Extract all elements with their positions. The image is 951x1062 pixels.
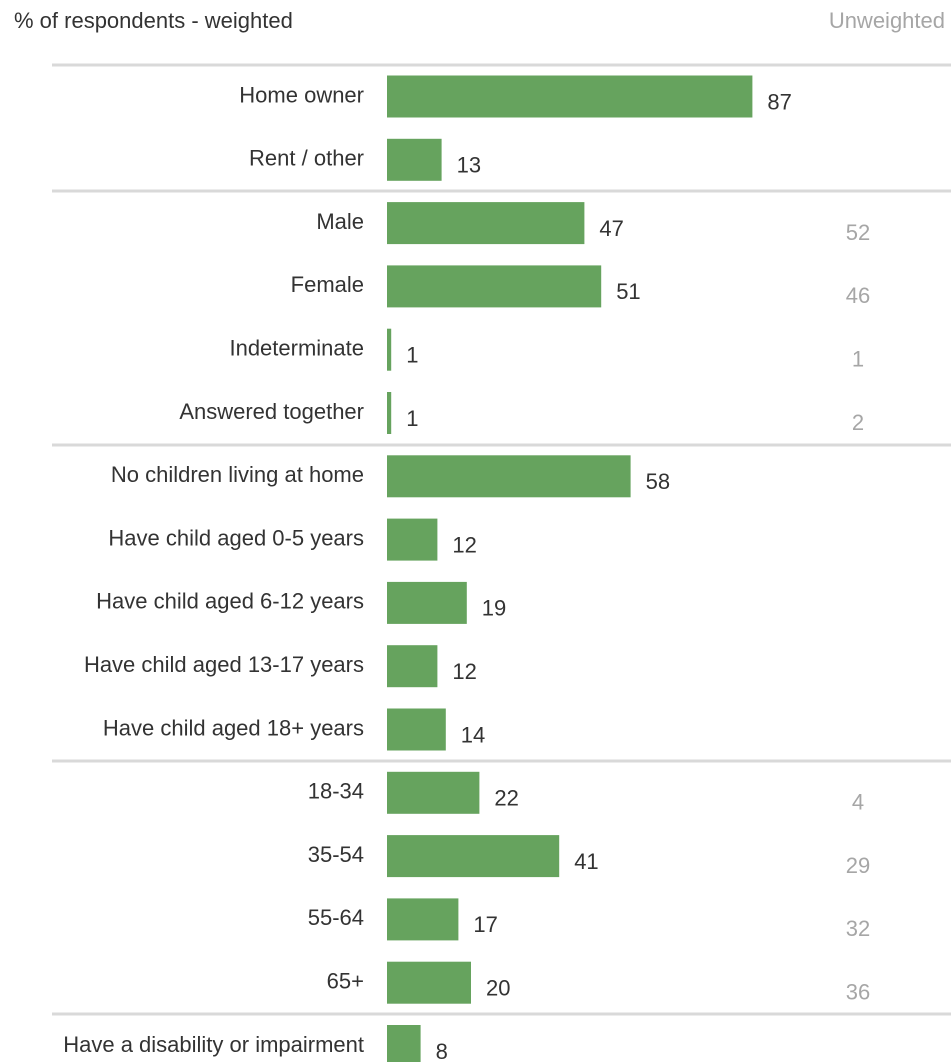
- unweighted-value-label: 36: [846, 980, 870, 1005]
- unweighted-value-label: 32: [846, 916, 870, 941]
- category-label: Home owner: [239, 82, 364, 107]
- bar: [387, 771, 480, 814]
- bar-value-label: 47: [599, 216, 623, 241]
- category-label: 65+: [327, 969, 364, 994]
- category-label: 35-54: [308, 842, 364, 867]
- bar-value-label: 22: [494, 786, 518, 811]
- bar: [387, 835, 560, 878]
- bar-value-label: 12: [452, 532, 476, 557]
- unweighted-value-label: 1: [852, 347, 864, 372]
- group-separator: [52, 443, 951, 447]
- bar-value-label: 51: [616, 279, 640, 304]
- bar: [387, 1025, 421, 1062]
- group-separator: [52, 189, 951, 193]
- unweighted-value-label: 2: [852, 410, 864, 435]
- bar-value-label: 41: [574, 849, 598, 874]
- bar: [387, 455, 631, 498]
- category-label: Have child aged 6-12 years: [96, 589, 364, 614]
- bar: [387, 138, 442, 181]
- category-label: Female: [291, 272, 364, 297]
- bar-value-label: 1: [406, 406, 418, 431]
- bar: [387, 581, 467, 624]
- bar-value-label: 14: [461, 722, 485, 747]
- bar: [387, 328, 392, 371]
- group-separator: [52, 63, 951, 67]
- bar: [387, 898, 459, 941]
- bar: [387, 392, 392, 434]
- category-label: Answered together: [179, 399, 364, 424]
- category-label: Have child aged 18+ years: [103, 715, 364, 740]
- unweighted-value-label: 46: [846, 283, 870, 308]
- bar: [387, 265, 602, 308]
- chart-subtitle: % of respondents - weighted: [14, 8, 293, 33]
- bar: [387, 518, 438, 561]
- unweighted-value-label: 29: [846, 853, 870, 878]
- unweighted-value-label: 52: [846, 220, 870, 245]
- bar: [387, 202, 585, 245]
- category-label: 18-34: [308, 779, 364, 804]
- group-separator: [52, 759, 951, 763]
- category-label: Have child aged 0-5 years: [108, 525, 364, 550]
- bar: [387, 645, 438, 688]
- bar-value-label: 13: [457, 153, 481, 178]
- unweighted-column-header: Unweighted: [828, 8, 945, 33]
- category-label: Have a disability or impairment: [63, 1032, 364, 1057]
- category-label: Rent / other: [249, 146, 364, 171]
- bar: [387, 961, 471, 1004]
- bar-value-label: 8: [436, 1039, 448, 1062]
- unweighted-value-label: 4: [852, 790, 864, 815]
- category-label: Have child aged 13-17 years: [84, 652, 364, 677]
- category-label: 55-64: [308, 905, 364, 930]
- bar: [387, 75, 753, 118]
- category-label: Male: [316, 209, 364, 234]
- bar-value-label: 87: [767, 89, 791, 114]
- bar-value-label: 58: [646, 469, 670, 494]
- bar: [387, 708, 446, 751]
- bar-value-label: 17: [473, 912, 497, 937]
- bar-value-label: 12: [452, 659, 476, 684]
- bar-value-label: 1: [406, 343, 418, 368]
- category-label: No children living at home: [111, 462, 364, 487]
- bar-value-label: 20: [486, 976, 510, 1001]
- category-label: Indeterminate: [229, 336, 364, 361]
- bar-value-label: 19: [482, 596, 506, 621]
- group-separator: [52, 1012, 951, 1016]
